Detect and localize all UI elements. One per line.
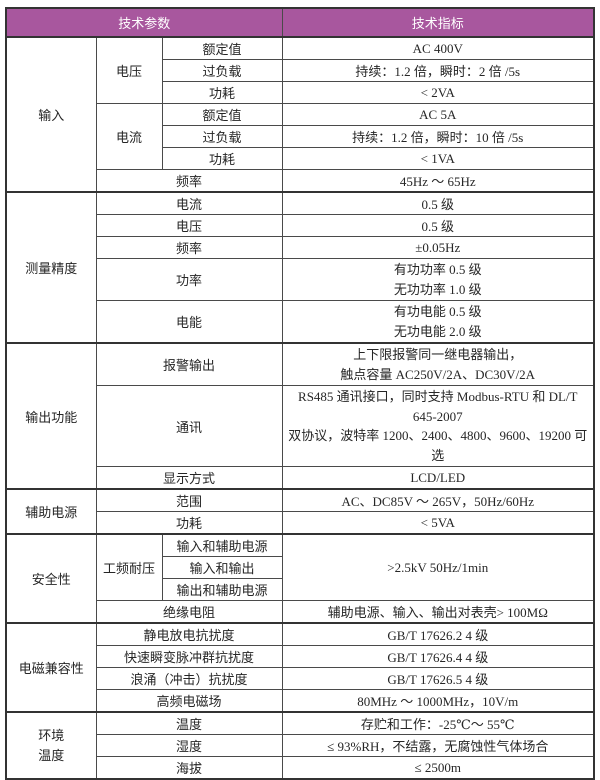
section-output: 输出功能 [5,342,97,490]
group-withstand-voltage: 工频耐压 [95,533,163,601]
label-env-humidity: 湿度 [95,734,283,757]
value-accuracy-power: 有功功率 0.5 级 无功功率 1.0 级 [281,258,595,301]
value-alarm-output: 上下限报警同一继电器输出， 触点容量 AC250V/2A、DC30V/2A [281,342,595,386]
value-emc-eft: GB/T 17626.4 4 级 [281,645,595,668]
value-accuracy-voltage: 0.5 级 [281,214,595,237]
value-accuracy-current: 0.5 级 [281,191,595,215]
header-params: 技术参数 [5,7,283,38]
value-display-mode: LCD/LED [281,466,595,490]
label-accuracy-current: 电流 [95,191,283,215]
label-env-altitude: 海拔 [95,756,283,780]
value-emc-rf-field: 80MHz ～ 1000MHz，10V/m [281,689,595,713]
value-accuracy-frequency: ±0.05Hz [281,236,595,259]
value-env-temperature: 存贮和工作：-25℃～ 55℃ [281,711,595,735]
header-specs: 技术指标 [281,7,595,38]
header-row: 技术参数 技术指标 [5,7,595,38]
label-accuracy-voltage: 电压 [95,214,283,237]
value-emc-surge: GB/T 17626.5 4 级 [281,667,595,690]
label-withstand-output-aux: 输出和辅助电源 [161,578,283,601]
value-voltage-consumption: < 2VA [281,81,595,104]
value-current-rated: AC 5A [281,103,595,126]
section-aux-power: 辅助电源 [5,488,97,535]
value-voltage-overload: 持续：1.2 倍，瞬时：2 倍 /5s [281,59,595,82]
value-emc-esd: GB/T 17626.2 4 级 [281,622,595,646]
section-input: 输入 [5,36,97,193]
value-current-overload: 持续：1.2 倍，瞬时：10 倍 /5s [281,125,595,148]
label-emc-rf-field: 高频电磁场 [95,689,283,713]
label-current-overload: 过负载 [161,125,283,148]
label-voltage-overload: 过负载 [161,59,283,82]
label-input-frequency: 频率 [95,169,283,193]
value-insulation: 辅助电源、输入、输出对表壳> 100MΩ [281,600,595,624]
label-aux-consumption: 功耗 [95,511,283,535]
label-accuracy-frequency: 频率 [95,236,283,259]
value-accuracy-energy: 有功电能 0.5 级 无功电能 2.0 级 [281,300,595,344]
label-voltage-rated: 额定值 [161,36,283,60]
label-withstand-input-aux: 输入和辅助电源 [161,533,283,557]
label-emc-surge: 浪涌（冲击）抗扰度 [95,667,283,690]
value-withstand: >2.5kV 50Hz/1min [281,533,595,601]
section-environment: 环境 温度 [5,711,97,780]
value-current-consumption: < 1VA [281,147,595,170]
label-display-mode: 显示方式 [95,466,283,490]
label-withstand-input-output: 输入和输出 [161,556,283,579]
value-voltage-rated: AC 400V [281,36,595,60]
label-env-temperature: 温度 [95,711,283,735]
value-env-humidity: ≤ 93%RH，不结露，无腐蚀性气体场合 [281,734,595,757]
label-emc-esd: 静电放电抗扰度 [95,622,283,646]
label-emc-eft: 快速瞬变脉冲群抗扰度 [95,645,283,668]
value-env-altitude: ≤ 2500m [281,756,595,780]
value-communication: RS485 通讯接口，同时支持 Modbus-RTU 和 DL/T 645-20… [281,385,595,467]
group-voltage: 电压 [95,36,163,104]
section-safety: 安全性 [5,533,97,624]
value-aux-consumption: < 5VA [281,511,595,535]
label-current-rated: 额定值 [161,103,283,126]
section-accuracy: 测量精度 [5,191,97,344]
label-aux-range: 范围 [95,488,283,512]
value-aux-range: AC、DC85V ～ 265V，50Hz/60Hz [281,488,595,512]
group-current: 电流 [95,103,163,170]
label-alarm-output: 报警输出 [95,342,283,386]
section-emc: 电磁兼容性 [5,622,97,713]
label-insulation: 绝缘电阻 [95,600,283,624]
label-accuracy-power: 功率 [95,258,283,301]
label-voltage-consumption: 功耗 [161,81,283,104]
spec-table: 技术参数 技术指标 输入 电压 额定值 AC 400V 过负载 持续：1.2 倍… [5,7,595,780]
value-input-frequency: 45Hz ～ 65Hz [281,169,595,193]
label-current-consumption: 功耗 [161,147,283,170]
label-communication: 通讯 [95,385,283,467]
label-accuracy-energy: 电能 [95,300,283,344]
